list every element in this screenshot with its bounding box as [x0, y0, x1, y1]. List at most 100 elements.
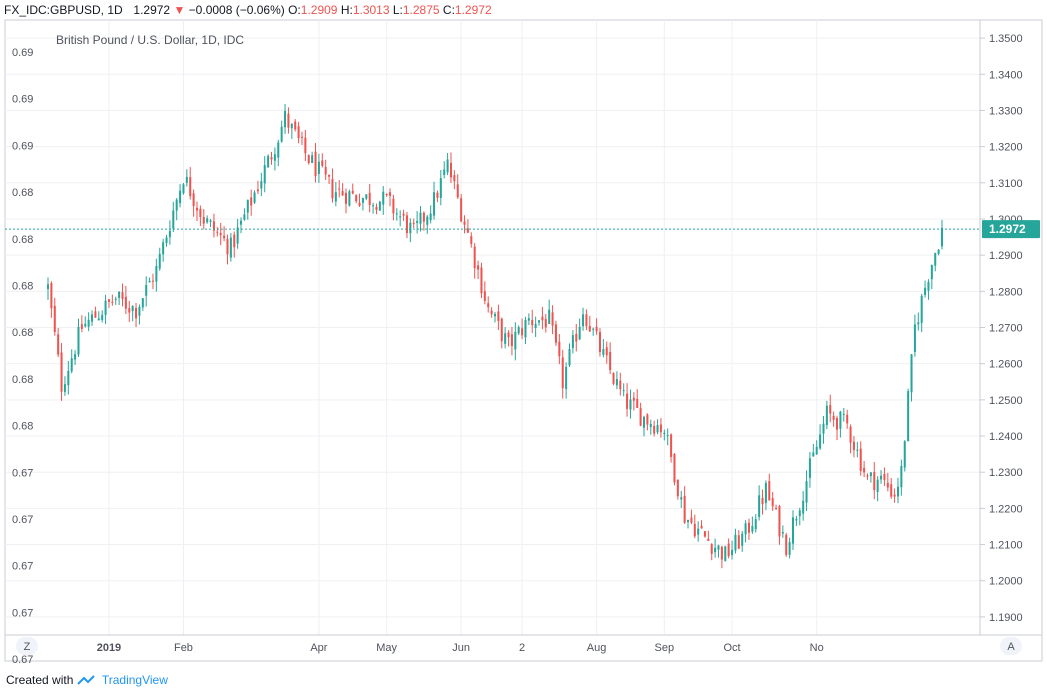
candle-body — [57, 334, 60, 355]
candle-body — [195, 207, 199, 211]
candle-body — [300, 136, 303, 138]
candle — [893, 488, 896, 503]
candle — [294, 119, 297, 132]
candle — [375, 203, 378, 215]
candle-body — [866, 475, 869, 477]
low-label: L: — [392, 3, 403, 17]
candle-body — [270, 157, 273, 160]
right-axis-tick-label: 1.3200 — [989, 142, 1023, 154]
candle-body — [615, 379, 618, 386]
right-axis-tick-label: 1.2400 — [989, 431, 1023, 443]
candle-body — [60, 352, 63, 392]
candle — [212, 213, 215, 238]
candle — [687, 519, 690, 529]
candle-body — [693, 523, 696, 537]
candle-body — [673, 453, 676, 483]
candle — [815, 440, 818, 456]
candle-body — [429, 213, 432, 221]
candle-body — [544, 319, 547, 328]
left-axis-tick-label: 0.68 — [12, 374, 33, 386]
candle — [575, 323, 578, 352]
candle — [822, 415, 825, 444]
candle-body — [223, 235, 226, 239]
candle-body — [385, 194, 388, 196]
candle — [277, 139, 280, 167]
auto-scale-left-button[interactable]: Z — [16, 637, 38, 655]
candle — [74, 350, 77, 365]
candle-body — [402, 213, 405, 216]
candle-body — [253, 192, 256, 203]
candle — [619, 372, 622, 396]
candle-body — [541, 316, 544, 321]
right-axis-tick-label: 1.2800 — [989, 286, 1023, 298]
candle-body — [595, 326, 598, 332]
candle-body — [168, 230, 171, 238]
tradingview-link[interactable]: TradingView — [101, 673, 168, 687]
candle-body — [449, 162, 452, 178]
candle-body — [839, 411, 842, 429]
candle — [666, 428, 669, 446]
candle — [710, 543, 713, 561]
candle-body — [70, 358, 73, 372]
candle — [297, 121, 300, 144]
candle — [378, 200, 381, 212]
candle — [240, 217, 243, 234]
candle-body — [209, 220, 212, 222]
candle-body — [128, 308, 131, 313]
candle — [531, 309, 534, 334]
candle — [517, 325, 520, 336]
candle-body — [690, 517, 693, 523]
candle-body — [287, 113, 290, 128]
candle-body — [273, 154, 276, 161]
candle — [477, 260, 480, 280]
candle — [372, 202, 375, 214]
candle-body — [582, 314, 585, 327]
candle — [317, 153, 320, 183]
auto-scale-right-button[interactable]: A — [1000, 637, 1022, 655]
candle — [605, 341, 608, 364]
down-arrow-icon: ▼ — [173, 3, 186, 17]
candle-body — [571, 335, 574, 349]
candle-body — [832, 415, 835, 420]
candle — [233, 231, 236, 258]
candle — [629, 389, 632, 419]
candle — [395, 208, 398, 221]
candle — [236, 219, 239, 249]
candle-body — [226, 238, 229, 255]
candle-body — [341, 191, 344, 196]
candle-body — [636, 398, 639, 408]
candle — [880, 470, 883, 484]
candle-body — [585, 314, 588, 327]
candle-body — [405, 215, 408, 234]
candle-body — [199, 208, 202, 218]
candle — [158, 247, 161, 271]
candle — [402, 209, 405, 221]
candle — [731, 540, 734, 560]
candle — [751, 516, 754, 534]
candle-body — [710, 544, 713, 554]
candle-body — [825, 405, 828, 425]
candle — [534, 316, 537, 337]
candle — [724, 545, 727, 562]
x-axis-tick-label: Sep — [655, 642, 675, 654]
candle-body — [67, 370, 70, 386]
candle — [433, 181, 436, 220]
candle-body — [284, 110, 287, 128]
candle — [439, 170, 442, 206]
candle — [253, 190, 256, 205]
candle — [940, 219, 944, 250]
candle-body — [578, 326, 581, 340]
candle-body — [798, 510, 801, 517]
candle — [267, 154, 270, 169]
candle-body — [145, 284, 148, 296]
candle-body — [240, 220, 243, 225]
price-change: −0.0008 (−0.06%) — [188, 3, 285, 17]
candle-body — [927, 281, 930, 291]
symbol-label[interactable]: FX_IDC:GBPUSD, 1D — [4, 3, 123, 17]
candle-body — [80, 324, 83, 329]
candle-body — [365, 194, 368, 199]
candle — [145, 276, 148, 307]
candle-body — [158, 253, 161, 269]
candle — [328, 174, 331, 184]
